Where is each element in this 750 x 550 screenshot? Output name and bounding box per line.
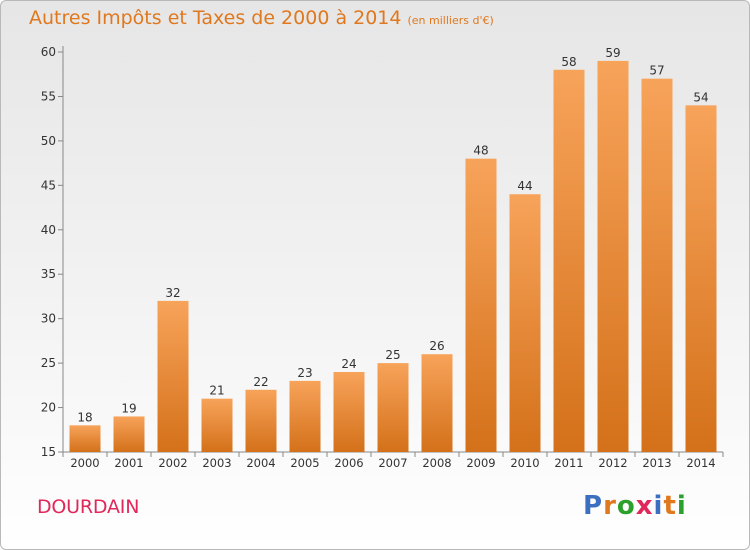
data-label-2013: 57 (649, 64, 664, 78)
logo-letter: o (616, 491, 636, 521)
data-label-2010: 44 (517, 179, 532, 193)
x-tick-label-2007: 2007 (378, 456, 407, 470)
x-tick-label-2012: 2012 (598, 456, 627, 470)
logo-letter: t (663, 491, 677, 521)
data-label-2011: 58 (561, 55, 576, 69)
title-text: Autres Impôts et Taxes de 2000 à 2014 (29, 7, 402, 29)
y-tick-label: 55 (41, 89, 56, 103)
x-tick-label-2004: 2004 (246, 456, 275, 470)
y-tick-label: 50 (41, 134, 56, 148)
bar-2008 (421, 354, 453, 452)
bar-2006 (333, 372, 365, 452)
chart-subtitle: (en milliers d'€) (407, 14, 494, 27)
y-tick-label: 35 (41, 267, 56, 281)
x-tick-label-2010: 2010 (510, 456, 539, 470)
logo-letter: P (583, 491, 604, 521)
data-label-2014: 54 (693, 90, 708, 104)
x-tick-label-2001: 2001 (114, 456, 143, 470)
bar-2003 (201, 398, 233, 452)
logo-letter: i (653, 491, 664, 521)
x-tick-label-2006: 2006 (334, 456, 363, 470)
data-label-2001: 19 (121, 401, 136, 415)
bar-chart: 15 20 25 30 35 40 45 50 55 60 2000 2001 2002 2003 2004… (41, 45, 724, 470)
bar-2004 (245, 389, 277, 452)
data-label-2006: 24 (341, 357, 356, 371)
y-tick-label: 40 (41, 223, 56, 237)
x-tick-label-2011: 2011 (554, 456, 583, 470)
bars (69, 60, 717, 453)
x-tick-label-2000: 2000 (70, 456, 99, 470)
y-tick-label: 60 (41, 45, 56, 59)
data-label-2003: 21 (209, 384, 224, 398)
data-label-2007: 25 (385, 348, 400, 362)
bar-2000 (69, 425, 101, 452)
y-tick-label: 25 (41, 356, 56, 370)
data-label-2004: 22 (253, 375, 268, 389)
x-tick-label-2009: 2009 (466, 456, 495, 470)
bar-2010 (509, 194, 541, 452)
x-tick-label-2013: 2013 (642, 456, 671, 470)
bar-2011 (553, 69, 585, 453)
data-label-2000: 18 (77, 410, 92, 424)
x-tick-label-2002: 2002 (158, 456, 187, 470)
bar-2009 (465, 158, 497, 452)
bar-2012 (597, 60, 629, 453)
bar-2007 (377, 363, 409, 452)
x-tick-label-2014: 2014 (686, 456, 715, 470)
bar-2013 (641, 78, 673, 453)
data-label-2009: 48 (473, 144, 488, 158)
bar-2002 (157, 300, 189, 452)
commune-name: DOURDAIN (37, 496, 140, 518)
proxiti-logo: Proxiti (583, 491, 687, 521)
bar-2001 (113, 416, 145, 452)
data-label-2008: 26 (429, 339, 444, 353)
data-label-2002: 32 (165, 286, 180, 300)
data-labels: 18 19 32 21 22 23 24 25 26 48 44 58 59 57 54 (77, 46, 708, 424)
data-label-2005: 23 (297, 366, 312, 380)
y-tick-label: 20 (41, 401, 56, 415)
x-tick-label-2003: 2003 (202, 456, 231, 470)
bar-2014 (685, 105, 717, 452)
x-tick-label-2005: 2005 (290, 456, 319, 470)
bar-2005 (289, 380, 321, 452)
logo-letter: x (635, 491, 654, 521)
y-tick-label: 30 (41, 312, 56, 326)
logo-letter: r (603, 491, 617, 521)
x-tick-label-2008: 2008 (422, 456, 451, 470)
y-tick-label: 45 (41, 178, 56, 192)
y-tick-label: 15 (41, 445, 56, 459)
logo-letter: i (676, 491, 687, 521)
chart-title: Autres Impôts et Taxes de 2000 à 2014 (en… (29, 7, 494, 29)
data-label-2012: 59 (605, 46, 620, 60)
